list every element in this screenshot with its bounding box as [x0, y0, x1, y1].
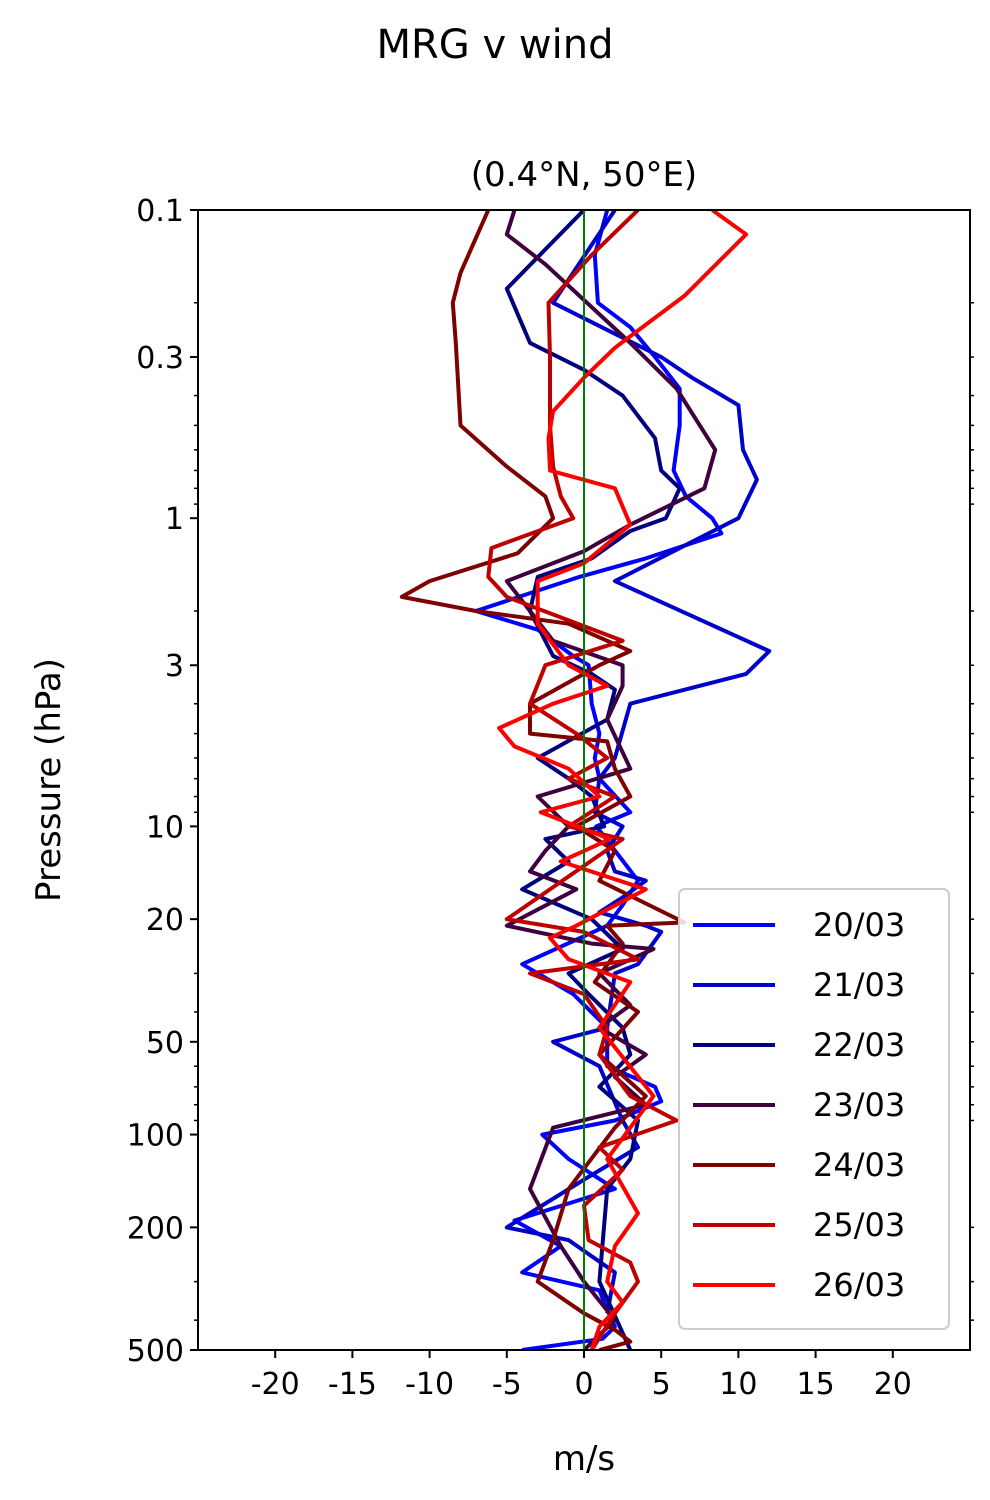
x-tick-label: -20: [251, 1367, 300, 1402]
legend-label: 23/03: [813, 1086, 905, 1124]
x-tick-label: 0: [574, 1367, 593, 1402]
series-line-24-03: [399, 210, 687, 1350]
x-tick-label: -5: [492, 1367, 522, 1402]
x-tick-label: 15: [797, 1367, 835, 1402]
figure-suptitle: MRG v wind: [376, 22, 614, 68]
legend-label: 20/03: [813, 906, 905, 944]
legend: 20/03 21/03 22/03 23/03 24/03 25/03 26/03: [678, 888, 950, 1330]
legend-label: 21/03: [813, 966, 905, 1004]
y-tick-label: 10: [146, 810, 184, 845]
series-line-20-03: [473, 210, 724, 1350]
x-tick-label: 20: [874, 1367, 912, 1402]
x-tick-label: 5: [652, 1367, 671, 1402]
axis-layer: -20 -15 -10 -5 0 5 10 15 20 0.1 0.3 1 3 10 20 50 100 200 5…: [127, 194, 974, 1402]
legend-label: 24/03: [813, 1146, 905, 1184]
legend-box: [678, 888, 950, 1330]
chart-title: (0.4°N, 50°E): [471, 155, 697, 195]
y-tick-label: 3: [165, 649, 184, 684]
y-tick-label: 20: [146, 903, 184, 938]
y-tick-label: 100: [127, 1119, 184, 1154]
x-tick-label: -10: [405, 1367, 454, 1402]
y-tick-label: 200: [127, 1211, 184, 1246]
x-tick-label: -15: [328, 1367, 377, 1402]
series-layer: [399, 210, 772, 1350]
x-axis-label: m/s: [553, 1439, 615, 1479]
series-line-26-03: [497, 210, 749, 1350]
y-tick-label: 0.3: [136, 341, 184, 376]
y-tick-label: 1: [165, 502, 184, 537]
legend-label: 25/03: [813, 1206, 905, 1244]
y-tick-label: 0.1: [136, 194, 184, 229]
x-tick-label: 10: [719, 1367, 757, 1402]
legend-label: 26/03: [813, 1266, 905, 1304]
series-line-23-03: [504, 210, 718, 1350]
y-tick-label: 50: [146, 1026, 184, 1061]
series-line-25-03: [486, 210, 679, 1350]
y-tick-label: 500: [127, 1334, 184, 1369]
legend-label: 22/03: [813, 1026, 905, 1064]
y-axis-label: Pressure (hPa): [29, 658, 69, 902]
plot-frame: [197, 209, 971, 1351]
